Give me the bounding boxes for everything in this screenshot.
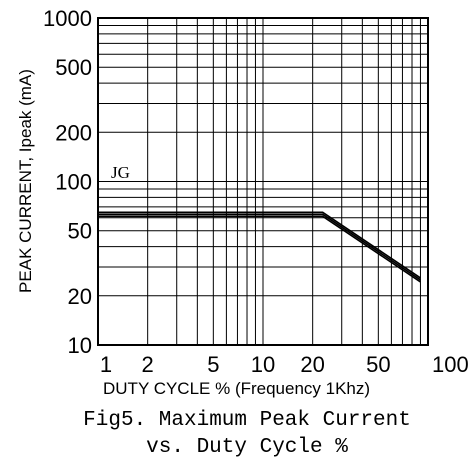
y-tick-label: 10 — [68, 333, 92, 358]
x-tick-label: 2 — [142, 352, 154, 377]
series-label-jg: JG — [111, 163, 130, 182]
x-tick-label: 100 — [432, 352, 469, 377]
x-tick-label: 1 — [100, 352, 112, 377]
y-tick-label: 1000 — [43, 6, 92, 31]
y-tick-label: 200 — [55, 120, 92, 145]
x-tick-label: 50 — [366, 352, 390, 377]
y-axis-label: PEAK CURRENT, Ipeak (mA) — [16, 69, 35, 293]
x-tick-label: 10 — [251, 352, 275, 377]
series-line-jg — [98, 215, 421, 283]
x-tick-labels: 1 2 5 10 20 50 100 — [100, 352, 469, 377]
y-tick-label: 50 — [68, 219, 92, 244]
y-tick-label: 500 — [55, 55, 92, 80]
x-axis-label: DUTY CYCLE % (Frequency 1Khz) — [103, 379, 370, 398]
plot-frame — [97, 17, 429, 346]
series-curve — [98, 211, 421, 283]
x-tick-label: 5 — [207, 352, 219, 377]
series-line-jg — [98, 213, 421, 281]
caption-line-1: Fig5. Maximum Peak Current — [83, 409, 411, 432]
y-tick-label: 20 — [68, 284, 92, 309]
caption-line-2: vs. Duty Cycle % — [146, 436, 348, 459]
series-line-jg — [98, 211, 421, 279]
y-tick-label: 100 — [55, 170, 92, 195]
x-tick-label: 20 — [300, 352, 324, 377]
grid — [98, 18, 428, 345]
y-tick-labels: 10 20 50 100 200 500 1000 — [43, 6, 92, 358]
